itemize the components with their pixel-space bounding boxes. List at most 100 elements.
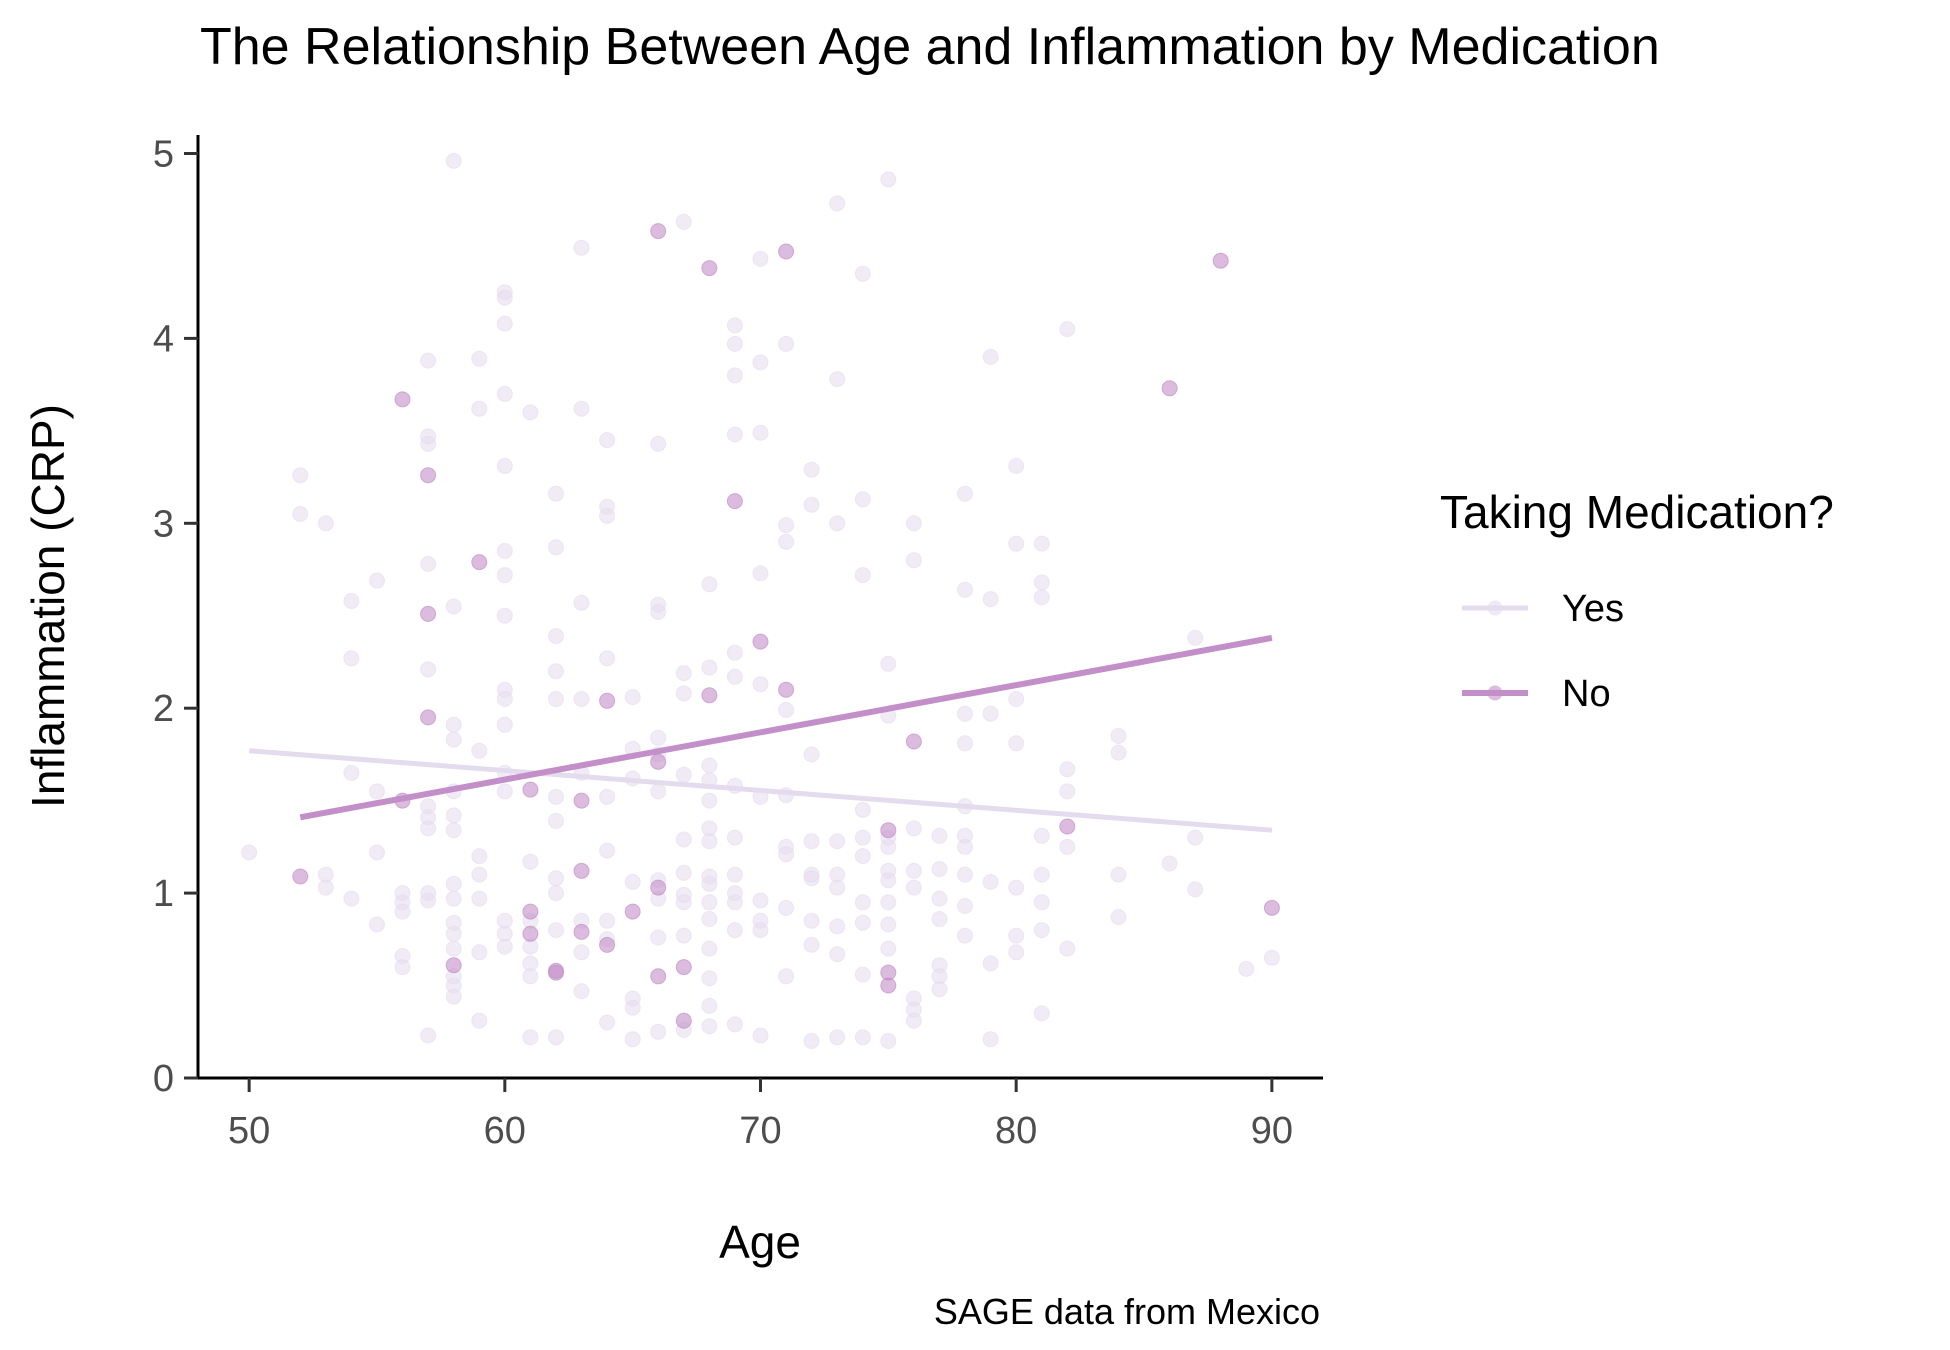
data-point — [778, 517, 795, 534]
data-point — [599, 650, 616, 667]
data-point — [369, 783, 385, 800]
data-point — [548, 539, 564, 556]
data-point — [880, 872, 897, 889]
data-point — [445, 925, 462, 942]
legend-title: Taking Medication? — [1440, 486, 1834, 538]
data-point — [701, 757, 718, 774]
data-point — [726, 668, 743, 685]
data-point — [854, 914, 871, 931]
data-point — [420, 467, 437, 484]
data-point — [599, 936, 616, 953]
data-point — [522, 404, 539, 421]
legend-item-no: No — [1462, 673, 1611, 715]
data-point — [650, 1023, 667, 1040]
data-point — [522, 925, 539, 942]
data-point — [471, 866, 488, 883]
data-point — [1110, 866, 1127, 883]
x-axis-title: Age — [719, 1216, 801, 1268]
data-point — [496, 385, 513, 402]
data-point — [726, 829, 743, 846]
data-point — [1008, 735, 1025, 752]
data-point — [957, 735, 973, 752]
data-point — [471, 848, 488, 865]
data-point — [573, 400, 590, 417]
data-point — [548, 964, 564, 981]
chart-title: The Relationship Between Age and Inflamm… — [200, 18, 1660, 76]
data-point — [1033, 866, 1050, 883]
points-layer — [241, 152, 1280, 1049]
data-point — [931, 827, 948, 844]
y-tick-label: 0 — [153, 1058, 174, 1100]
data-point — [752, 922, 769, 939]
data-point — [1161, 855, 1178, 872]
data-point — [726, 426, 743, 443]
data-point — [675, 665, 692, 682]
data-point — [420, 605, 437, 622]
data-point — [982, 348, 999, 365]
data-point — [726, 1016, 743, 1033]
data-point — [445, 988, 462, 1005]
data-point — [701, 659, 718, 676]
data-point — [548, 870, 564, 887]
data-point — [957, 581, 973, 598]
data-point — [701, 576, 718, 593]
data-point — [548, 628, 564, 645]
y-tick-label: 1 — [153, 873, 174, 915]
data-point — [522, 781, 539, 798]
data-point — [1187, 881, 1204, 898]
data-point — [1033, 574, 1050, 591]
data-point — [496, 567, 513, 584]
data-point — [905, 1012, 922, 1029]
data-point — [854, 966, 871, 983]
data-point — [752, 565, 769, 582]
data-point — [317, 879, 334, 896]
data-point — [548, 788, 564, 805]
data-point — [854, 894, 871, 911]
data-point — [624, 689, 641, 706]
data-point — [675, 831, 692, 848]
data-point — [445, 716, 462, 733]
data-point — [394, 959, 411, 976]
data-point — [701, 260, 718, 277]
data-point — [292, 506, 309, 522]
data-point — [880, 916, 897, 933]
legend-label: Yes — [1562, 588, 1624, 630]
data-point — [829, 515, 846, 532]
legend-items: Yes No — [1462, 588, 1624, 715]
data-point — [957, 898, 973, 914]
y-tick-label: 5 — [153, 133, 174, 175]
data-point — [522, 1029, 539, 1046]
data-point — [675, 1012, 692, 1029]
data-point — [599, 432, 616, 449]
data-point — [471, 944, 488, 961]
data-point — [675, 864, 692, 881]
data-point — [854, 801, 871, 818]
data-point — [241, 844, 258, 861]
data-point — [292, 868, 309, 885]
x-tick-label: 90 — [1251, 1110, 1293, 1152]
data-point — [880, 822, 897, 839]
data-point — [752, 424, 769, 441]
data-point — [803, 833, 820, 850]
data-point — [854, 1029, 871, 1046]
data-point — [1263, 949, 1280, 966]
data-point — [803, 870, 820, 887]
data-point — [880, 838, 897, 855]
data-point — [343, 650, 360, 667]
data-point — [548, 1029, 564, 1046]
data-point — [445, 822, 462, 839]
data-point — [726, 894, 743, 911]
x-tick-label: 60 — [484, 1110, 526, 1152]
data-point — [445, 940, 462, 957]
data-point — [1110, 727, 1127, 744]
data-point — [650, 435, 667, 452]
data-point — [1033, 1005, 1050, 1022]
data-point — [548, 485, 564, 502]
data-point — [1059, 838, 1076, 855]
data-point — [496, 938, 513, 955]
data-point — [675, 685, 692, 702]
data-point — [548, 922, 564, 939]
data-point — [701, 940, 718, 957]
data-point — [829, 918, 846, 935]
